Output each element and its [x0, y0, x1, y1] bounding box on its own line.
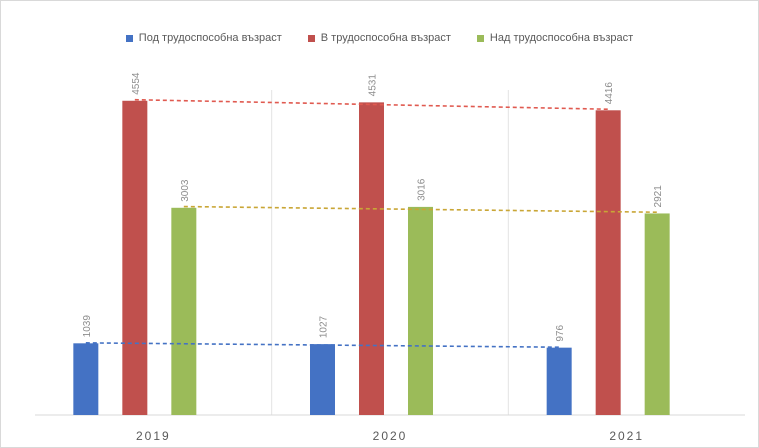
trendline-series-3 [183, 205, 658, 214]
data-label-2020-series-2: 4531 [368, 74, 379, 97]
bar-2020-series-1 [310, 344, 335, 415]
data-label-2021-series-1: 976 [555, 325, 566, 342]
x-tick-label-2020: 2020 [373, 429, 408, 443]
bar-2021-series-2 [595, 110, 621, 416]
legend-label-working-age: В трудоспособна възраст [320, 32, 451, 44]
bar-2020-series-3 [408, 206, 433, 415]
legend-label-over-working-age: Над трудоспособна възраст [489, 32, 634, 44]
data-label-2021-series-3: 2921 [653, 185, 664, 208]
legend: Под трудоспособна възраст В трудоспособн… [0, 30, 759, 46]
legend-item-working-age: В трудоспособна възраст [307, 30, 451, 46]
legend-item-under-working-age: Под трудоспособна възраст [125, 30, 282, 46]
data-label-2019-series-3: 3003 [180, 179, 191, 202]
trendline-series-1 [85, 342, 560, 349]
legend-swatch-under-working-age [125, 34, 133, 42]
trendline-series-2 [134, 98, 609, 111]
bar-2019-series-3 [171, 207, 197, 415]
legend-item-over-working-age: Над трудоспособна възраст [476, 30, 634, 46]
data-label-2019-series-1: 1039 [82, 315, 93, 338]
data-label-2019-series-2: 4554 [131, 72, 142, 95]
data-label-2020-series-1: 1027 [319, 315, 330, 338]
bar-2019-series-1 [73, 343, 99, 415]
x-tick-label-2021: 2021 [609, 429, 644, 443]
bar-2020-series-2 [359, 102, 384, 416]
data-label-2020-series-3: 3016 [417, 178, 428, 201]
legend-label-under-working-age: Под трудоспособна възраст [138, 32, 282, 44]
bar-2019-series-2 [122, 100, 148, 416]
data-label-2021-series-2: 4416 [604, 82, 615, 105]
bar-2021-series-1 [546, 347, 572, 415]
legend-swatch-working-age [307, 34, 315, 42]
legend-swatch-over-working-age [476, 34, 484, 42]
bar-2021-series-3 [644, 213, 670, 415]
x-tick-label-2019: 2019 [136, 429, 171, 443]
